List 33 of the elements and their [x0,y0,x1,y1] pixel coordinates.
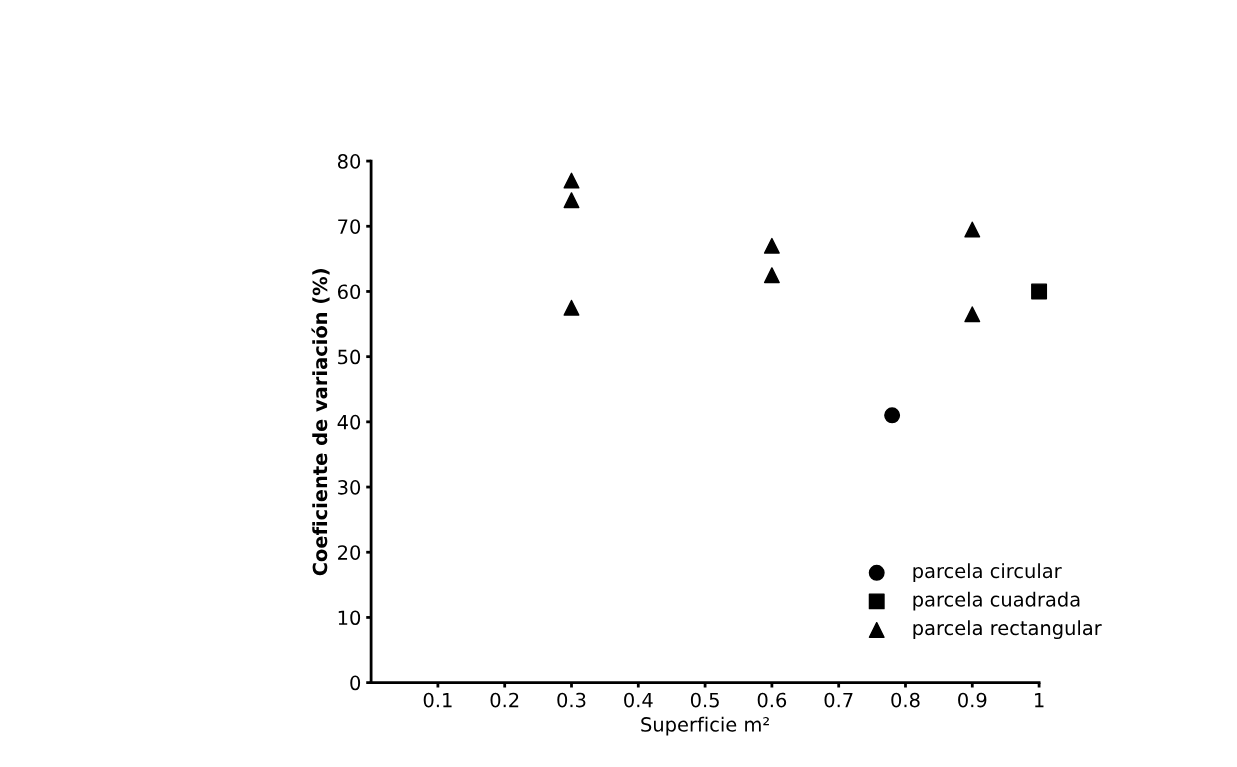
y-tick-label: 10 [338,610,361,626]
point [884,407,901,424]
point [563,172,580,189]
point [563,192,580,209]
point [1031,283,1048,300]
point [763,267,780,284]
y-tick-label: 0 [350,675,361,691]
legend-label: parcela cuadrada [913,591,1080,611]
x-tick-label: 0.9 [958,692,987,708]
x-tick-label: 0.7 [824,692,853,708]
legend-label: parcela rectangular [913,620,1102,640]
x-tick-label: 0.6 [757,692,787,708]
y-tick-label: 50 [338,349,361,365]
y-tick-label: 70 [338,219,361,234]
x-tick-label: 0.8 [891,692,920,708]
point [964,306,981,323]
point [563,299,580,316]
point [763,237,780,254]
point [964,221,981,238]
x-tick-label: 0.4 [624,692,653,708]
y-tick-label: 30 [338,480,361,495]
y-tick-label: 60 [337,284,361,300]
legend-label: parcela circular [913,563,1062,582]
x-tick-label: 0.3 [557,692,586,708]
x-tick-label: 0.1 [423,692,452,708]
y-axis-title: Coeficiente de variación (%) [311,269,330,576]
x-tick-label: 1 [1035,692,1044,708]
y-tick-label: 80 [337,154,361,169]
x-tick-label: 0.5 [690,692,719,708]
x-tick-label: 0.2 [490,692,519,708]
y-tick-label: 20 [338,545,361,560]
x-axis-title: Superficie m² [641,716,769,736]
y-tick-label: 40 [337,414,361,430]
